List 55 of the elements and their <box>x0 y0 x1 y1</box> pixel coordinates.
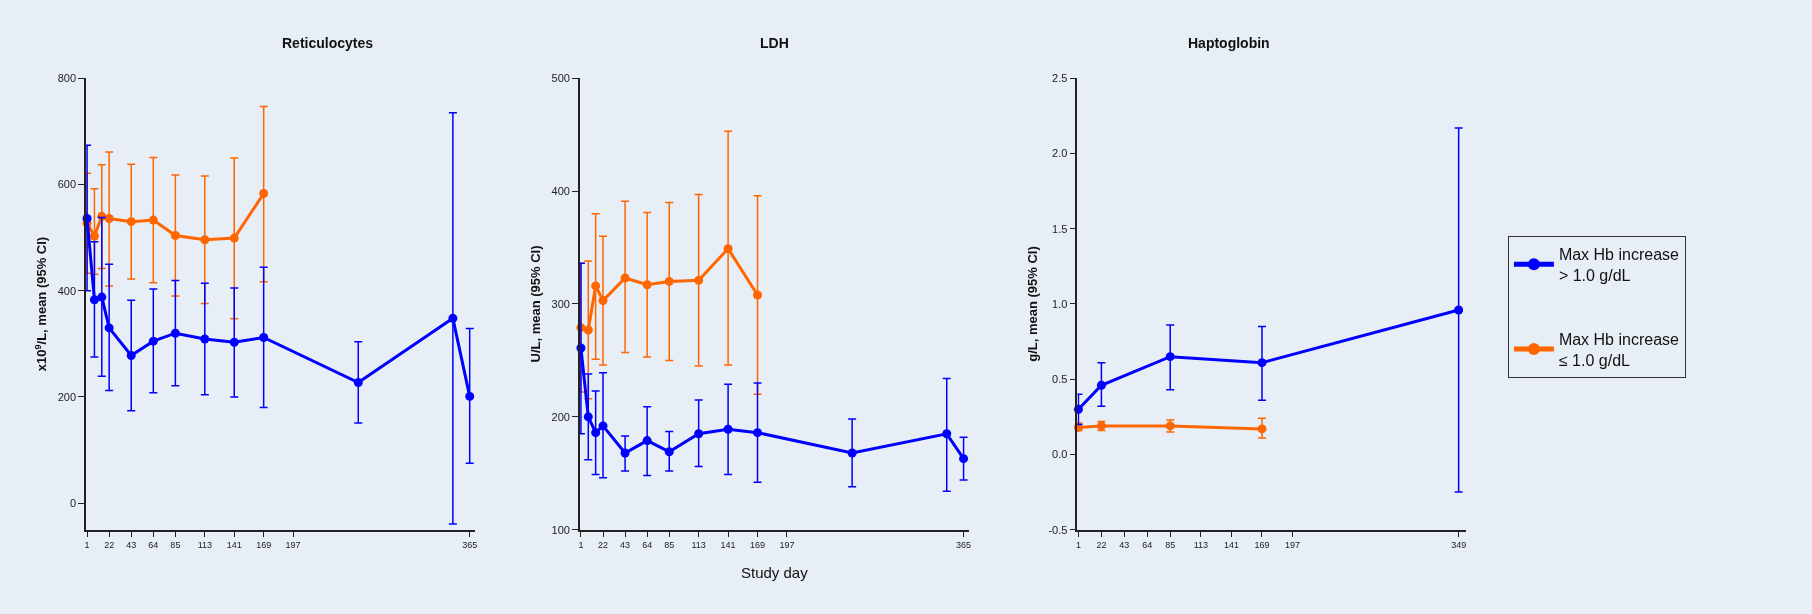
y-tick-label: 2.5 <box>1052 72 1068 85</box>
x-tick-label: 349 <box>1451 540 1467 551</box>
x-tick-label: 85 <box>170 540 181 551</box>
x-axis-title: Study day <box>740 563 809 581</box>
x-tick-label: 85 <box>664 540 675 551</box>
y-tick-label: 0.5 <box>1052 373 1068 386</box>
legend-label: Max Hb increase > 1.0 g/dL <box>1558 246 1680 284</box>
x-tick-label: 1 <box>84 540 90 551</box>
x-tick-label: 64 <box>1142 540 1153 551</box>
y-tick-label: 100 <box>551 523 570 536</box>
x-tick-label: 1 <box>1075 540 1081 551</box>
y-axis-title: U/L, mean (95% CI) <box>528 245 544 363</box>
x-tick-label: 141 <box>720 540 736 551</box>
x-tick-label: 141 <box>226 540 242 551</box>
x-tick-label: 113 <box>197 540 212 551</box>
chart-title: Haptoglobin <box>1188 35 1270 51</box>
x-tick-label: 169 <box>1254 540 1270 551</box>
x-tick-label: 1 <box>578 540 584 551</box>
x-tick-label: 85 <box>1165 540 1176 551</box>
x-tick-label: 197 <box>779 540 795 551</box>
x-tick-label: 43 <box>1119 540 1130 551</box>
y-tick-label: 200 <box>551 410 570 423</box>
x-tick-label: 22 <box>104 540 115 551</box>
x-tick-label: 141 <box>1223 540 1239 551</box>
x-tick-label: 22 <box>598 540 609 551</box>
x-tick-label: 169 <box>750 540 766 551</box>
y-tick-label: 200 <box>57 390 77 403</box>
legend-label: Max Hb increase ≤ 1.0 g/dL <box>1558 330 1680 369</box>
y-tick-label: 1.5 <box>1052 222 1068 235</box>
y-tick-label: 0 <box>69 497 77 510</box>
x-tick-label: 43 <box>126 540 137 551</box>
y-tick-label: 0.0 <box>1052 448 1068 461</box>
y-tick-label: 300 <box>551 297 570 310</box>
y-tick-label: 800 <box>57 72 77 85</box>
x-tick-label: 365 <box>462 540 478 551</box>
x-tick-label: 22 <box>1096 540 1107 551</box>
x-tick-label: 197 <box>285 540 301 551</box>
y-tick-label: 400 <box>57 284 77 297</box>
x-tick-label: 64 <box>642 540 653 551</box>
y-tick-label: 400 <box>551 184 570 197</box>
x-tick-label: 169 <box>256 540 272 551</box>
x-tick-label: 64 <box>148 540 159 551</box>
y-tick-label: 500 <box>551 72 570 85</box>
x-tick-label: 113 <box>1193 540 1208 551</box>
y-tick-label: 600 <box>57 178 77 191</box>
y-tick-label: -0.5 <box>1048 523 1068 536</box>
chart-title: Reticulocytes <box>282 35 374 51</box>
chart-title: LDH <box>760 35 789 51</box>
y-tick-label: 2.0 <box>1052 147 1068 160</box>
y-axis-title: g/L, mean (95% CI) <box>1024 246 1040 362</box>
x-tick-label: 113 <box>691 540 706 551</box>
x-tick-label: 43 <box>620 540 631 551</box>
y-tick-label: 1.0 <box>1052 297 1068 310</box>
x-tick-label: 197 <box>1285 540 1301 551</box>
x-tick-label: 365 <box>956 540 972 551</box>
